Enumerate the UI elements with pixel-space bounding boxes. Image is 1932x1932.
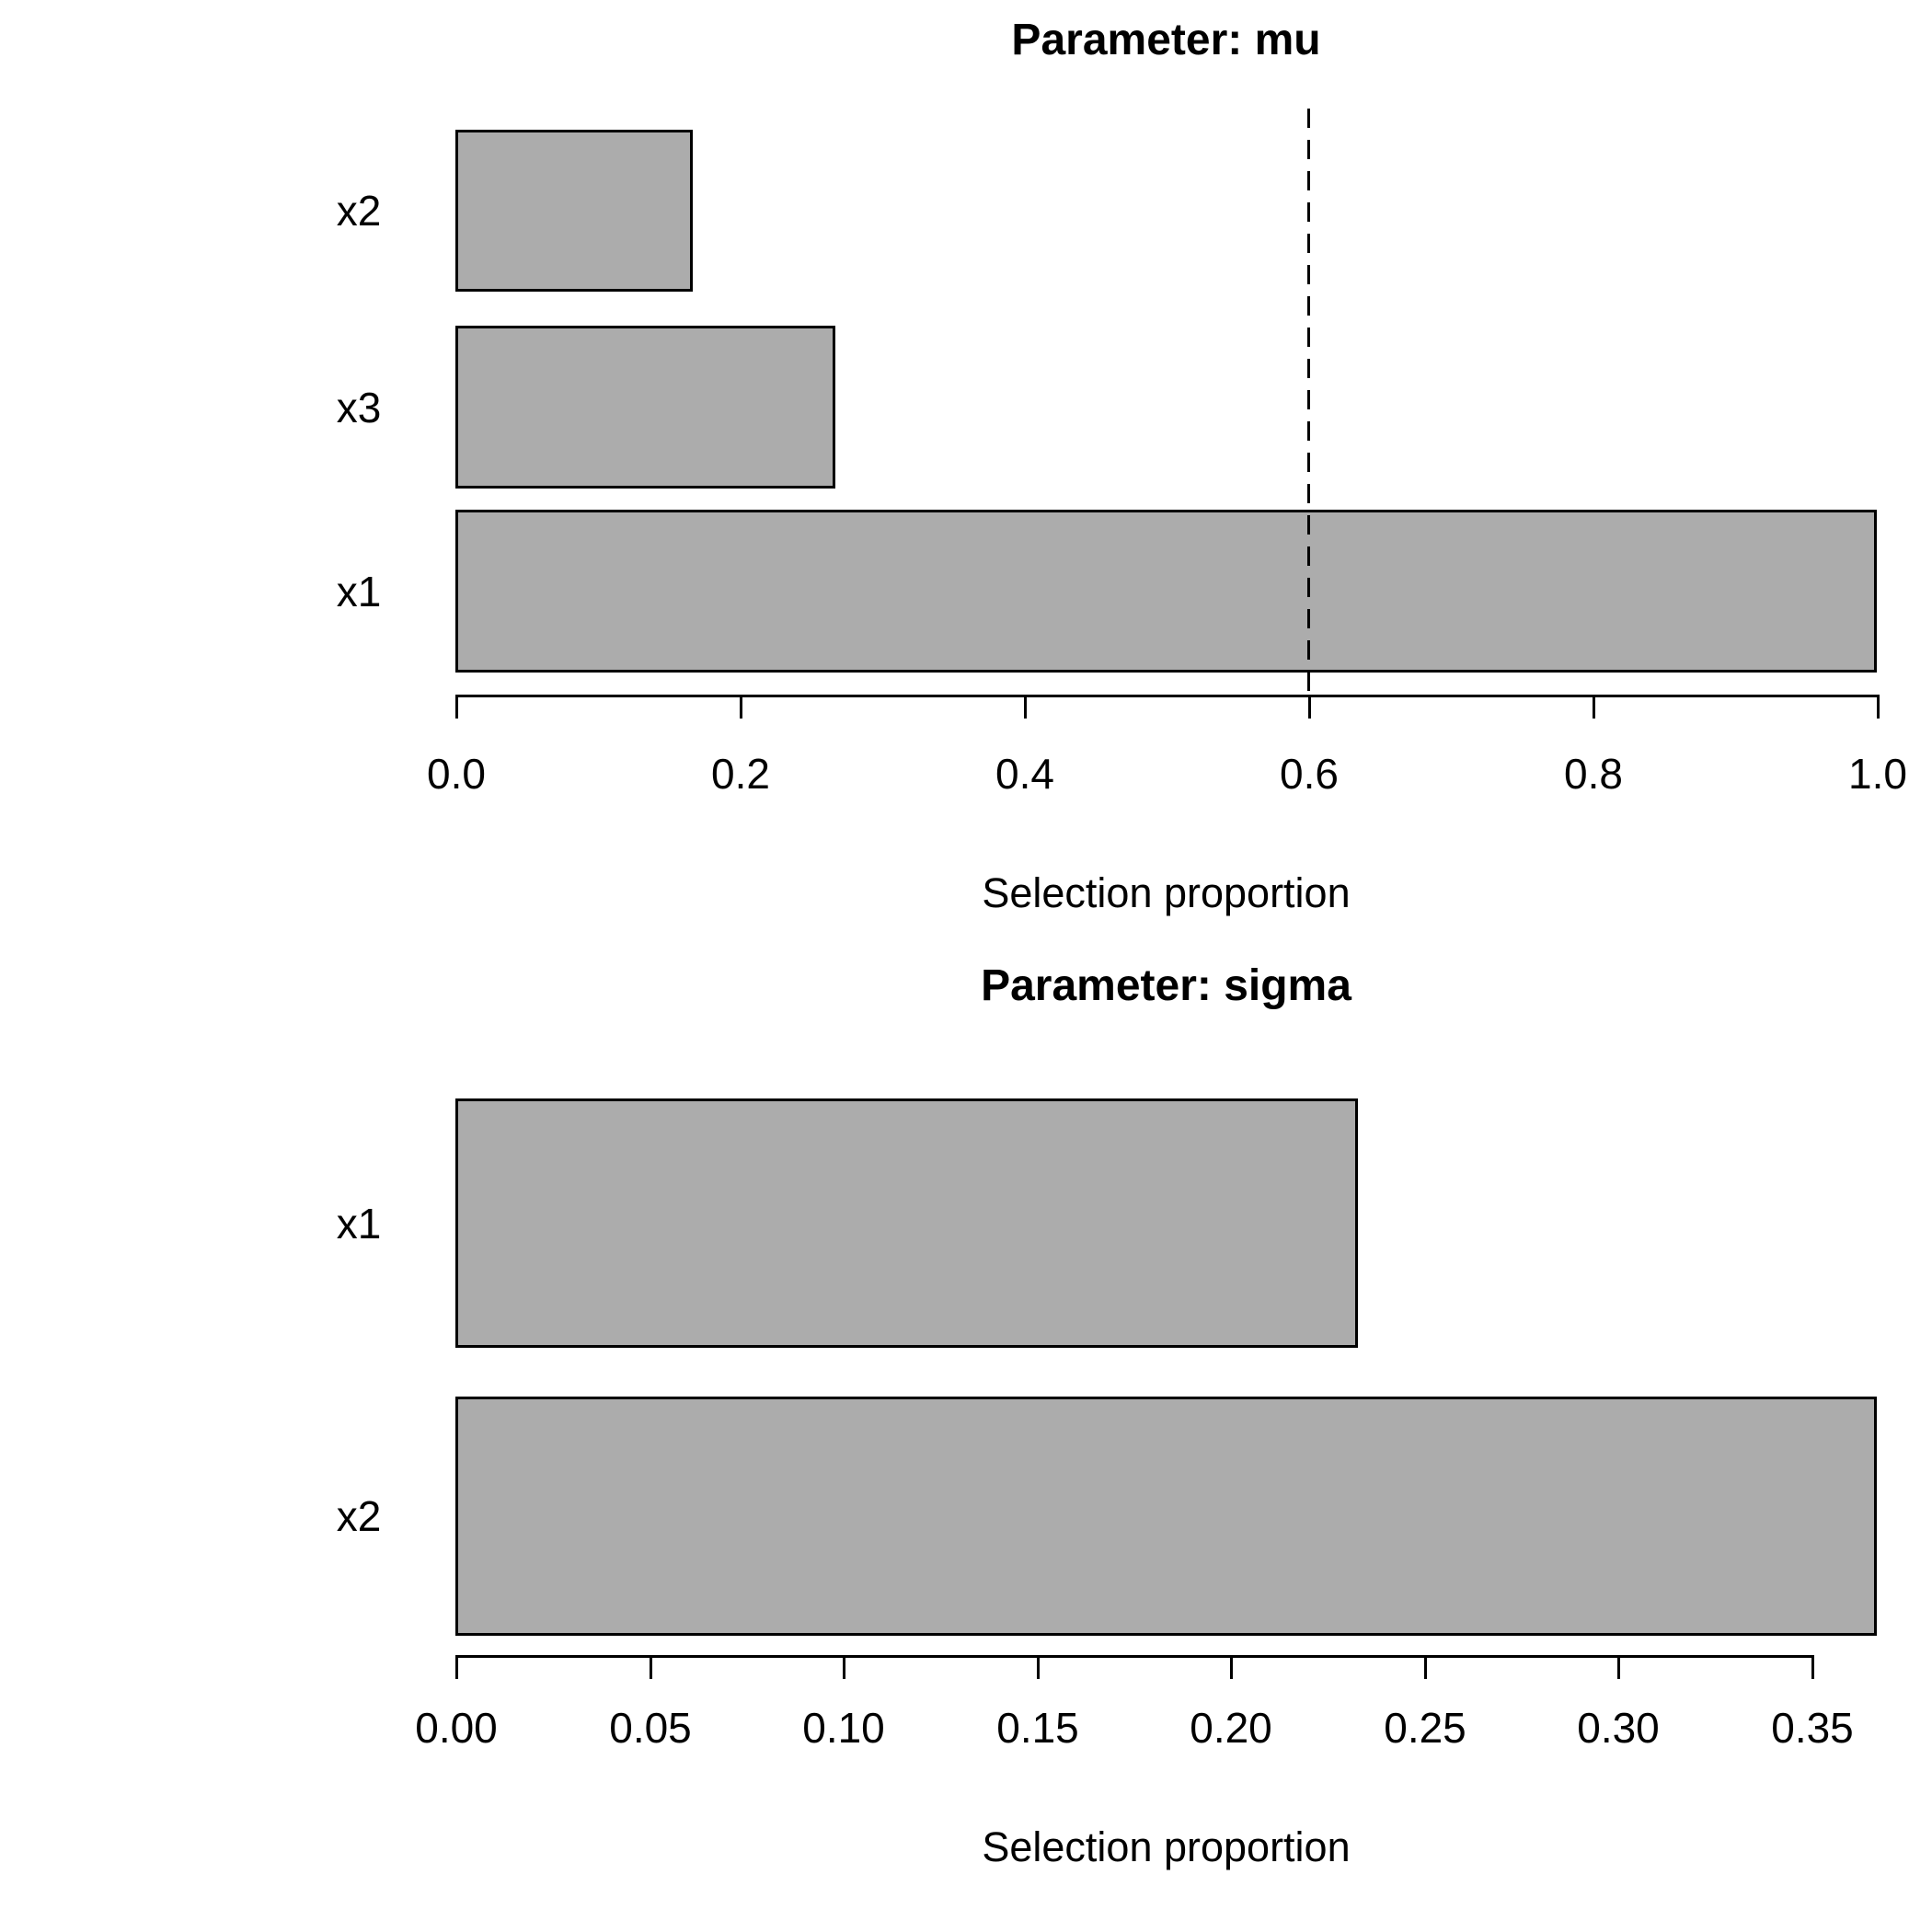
y-category-label-x2: x2: [336, 1492, 382, 1540]
x-tick-mark-0.05: [650, 1658, 652, 1679]
x-tick-label-0.25: 0.25: [1384, 1704, 1466, 1752]
chart-mu-x-axis-label: Selection proportion: [982, 869, 1351, 916]
chart-sigma-title: Parameter: sigma: [981, 961, 1351, 1010]
x-tick-mark-0.15: [1037, 1658, 1040, 1679]
x-tick-label-0.20: 0.20: [1190, 1704, 1272, 1752]
y-category-label-x3: x3: [336, 383, 382, 431]
bar-x2: [455, 130, 693, 292]
x-axis-line: [455, 695, 1880, 697]
x-tick-mark-1.0: [1877, 697, 1880, 719]
threshold-dashed-line: [1307, 109, 1310, 695]
bar-x3: [455, 326, 835, 489]
bar-x2: [455, 1397, 1877, 1636]
x-tick-label-0.35: 0.35: [1771, 1704, 1854, 1752]
chart-mu-title: Parameter: mu: [1011, 16, 1321, 64]
bar-x1: [455, 510, 1877, 673]
x-tick-mark-0.00: [455, 1658, 458, 1679]
x-tick-label-0.05: 0.05: [609, 1704, 692, 1752]
chart-sigma-x-axis-label: Selection proportion: [982, 1823, 1351, 1870]
x-tick-mark-0.30: [1617, 1658, 1620, 1679]
x-tick-mark-0.25: [1424, 1658, 1427, 1679]
y-category-label-x1: x1: [336, 1199, 382, 1248]
x-tick-mark-0.4: [1024, 697, 1027, 719]
x-tick-label-0.4: 0.4: [995, 750, 1054, 798]
x-tick-label-0.10: 0.10: [802, 1704, 885, 1752]
y-category-label-x2: x2: [336, 187, 382, 235]
x-tick-label-0.6: 0.6: [1280, 750, 1339, 798]
x-tick-mark-0.6: [1308, 697, 1311, 719]
bar-x1: [455, 1098, 1358, 1348]
x-tick-label-0.8: 0.8: [1564, 750, 1623, 798]
x-tick-mark-0.8: [1593, 697, 1595, 719]
x-tick-mark-0.2: [740, 697, 742, 719]
x-axis-line: [455, 1655, 1814, 1658]
x-tick-label-0.00: 0.00: [415, 1704, 498, 1752]
x-tick-label-0.0: 0.0: [427, 750, 486, 798]
x-tick-mark-0.10: [843, 1658, 845, 1679]
x-tick-mark-0.35: [1811, 1658, 1814, 1679]
x-tick-mark-0.0: [455, 697, 458, 719]
x-tick-label-0.2: 0.2: [711, 750, 770, 798]
x-tick-mark-0.20: [1230, 1658, 1233, 1679]
y-category-label-x1: x1: [336, 567, 382, 615]
x-tick-label-0.30: 0.30: [1577, 1704, 1660, 1752]
x-tick-label-1.0: 1.0: [1848, 750, 1907, 798]
x-tick-label-0.15: 0.15: [996, 1704, 1079, 1752]
